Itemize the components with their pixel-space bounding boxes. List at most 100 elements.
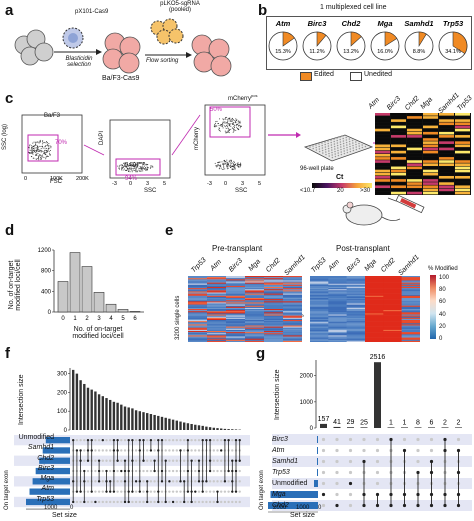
heat-cell: [245, 326, 265, 328]
ct-cell: [455, 182, 470, 185]
ct-cell: [455, 125, 470, 129]
g-dot: [402, 437, 407, 442]
ct-colorbar: [312, 183, 372, 188]
heat-cell: [207, 331, 227, 333]
panel-label-g: g: [256, 345, 266, 362]
heat-cell: [401, 303, 420, 305]
heat-cell: [328, 313, 347, 315]
flow-plot1-xtick-0: 0: [24, 176, 27, 182]
flow-plot1-dots: [27, 139, 52, 161]
g-bar: [387, 427, 395, 428]
flow-plot1-frame: [21, 114, 83, 174]
heat-cell: [346, 287, 366, 289]
f-dot: [175, 500, 178, 504]
ct-cell: [407, 176, 422, 179]
heat-cell: [328, 292, 347, 294]
heat-cell: [383, 321, 402, 323]
flow-plot3-dots-bottom: [214, 159, 242, 171]
pie-charts: Atm 15.3% Birc3 11.2% Chd2 13.2% Mga 16.0% Samhd…: [268, 19, 468, 61]
heat-cell: [365, 334, 384, 336]
ct-cell: [423, 131, 438, 135]
heat-cell: [207, 326, 227, 328]
heat-cell: [264, 302, 284, 304]
colorbar-title: % Modified: [428, 266, 458, 272]
heat-cell: [226, 322, 246, 324]
heat-cell: [365, 296, 384, 299]
heat-cell: [365, 315, 384, 317]
d-ytick-label: 400: [41, 289, 52, 295]
heat-cell: [310, 295, 329, 298]
ct-cell: [391, 172, 406, 176]
f-dot: [153, 438, 156, 442]
heat-cell: [283, 283, 302, 286]
f-dot: [216, 438, 219, 442]
f-dot: [194, 449, 197, 452]
heat-cell: [310, 325, 329, 327]
heat-cell: [328, 289, 347, 291]
heat-cell: [328, 335, 347, 337]
flow-plot2-xtick-0: -3: [112, 181, 117, 187]
pie-gene-Chd2: Chd2: [342, 19, 362, 28]
baf3-cas9-label: Ba/F3-Cas9: [102, 75, 140, 82]
f-dot: [212, 459, 215, 462]
heat-cell: [264, 333, 284, 335]
heat-cell: [207, 289, 227, 291]
ct-cell: [439, 182, 454, 185]
heat-cell: [328, 312, 347, 314]
heat-cell: [346, 278, 366, 280]
heat-cell: [283, 323, 302, 325]
ct-cell: [439, 122, 454, 126]
heat-cell: [283, 317, 302, 320]
f-bar: [164, 417, 167, 430]
heat-cell: [346, 313, 366, 315]
g-dot: [321, 448, 326, 453]
ct-cell: [375, 138, 390, 141]
heat-cell: [207, 327, 227, 330]
f-bar: [142, 412, 145, 430]
heat-cell: [188, 281, 208, 283]
heat-cell: [383, 294, 402, 297]
heat-cell: [401, 338, 420, 341]
heat-cell: [245, 307, 265, 310]
heat-cell: [310, 331, 329, 333]
heat-cell: [346, 324, 366, 326]
heat-cell: [401, 334, 420, 336]
heat-cell: [365, 312, 384, 314]
heat-cell: [365, 289, 384, 291]
f-dot: [168, 480, 171, 483]
f-dot: [227, 490, 230, 493]
d-xtick-label: 4: [109, 316, 113, 322]
heat-cell: [226, 305, 246, 308]
f-dot: [120, 500, 123, 504]
heat-cell: [264, 288, 284, 290]
heat-cell: [264, 335, 284, 337]
heat-cell: [283, 338, 302, 341]
heat-cell: [328, 304, 347, 306]
f-dot: [134, 438, 138, 442]
heat-cell: [346, 298, 366, 300]
heat-cell: [283, 324, 302, 326]
d-bar: [93, 292, 105, 313]
f-ytick-label: 300: [57, 372, 68, 378]
heat-cell: [283, 337, 302, 339]
heat-cell: [207, 318, 227, 321]
heat-cell: [226, 299, 246, 301]
pie-gene-Samhd1: Samhd1: [404, 19, 433, 28]
heat-cell: [245, 292, 265, 294]
g-setsize-bar: [317, 436, 318, 443]
heat-cell: [365, 309, 384, 311]
g-dot: [375, 437, 380, 442]
heat-cell: [401, 282, 420, 284]
heat-cell: [207, 336, 227, 338]
heat-cell: [245, 277, 265, 279]
heat-cell: [207, 328, 227, 331]
f-dot: [105, 500, 108, 504]
f-dot: [131, 500, 134, 504]
heat-cell: [328, 307, 347, 310]
heat-cell: [264, 284, 284, 287]
heat-cell: [383, 296, 402, 299]
heat-cell: [245, 311, 265, 313]
heat-cell: [310, 313, 329, 315]
heat-cell: [283, 305, 302, 308]
f-dot: [142, 469, 145, 473]
